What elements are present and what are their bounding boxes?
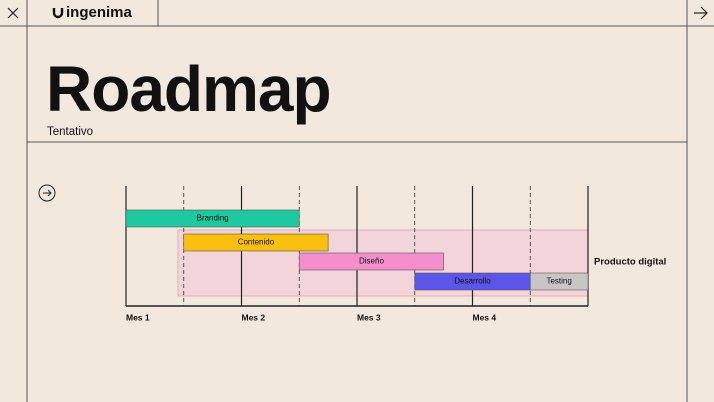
next-button[interactable] xyxy=(694,6,708,20)
task-bar xyxy=(529,272,589,291)
x-tick-label: Mes 1 xyxy=(126,312,150,322)
region-label: Producto digital xyxy=(594,257,666,268)
task-bar xyxy=(183,233,329,252)
x-tick-label: Mes 3 xyxy=(357,312,381,322)
task-label: Contenido xyxy=(238,238,275,247)
slide-subtitle: Tentativo xyxy=(47,126,93,138)
gantt-chart: Producto digital Mes 1 Mes 2 Mes 3 Mes 4 Bran… xyxy=(125,186,666,322)
task-bar xyxy=(298,252,444,271)
task-label: Desarrollo xyxy=(454,277,491,286)
task-label: Testing xyxy=(546,277,571,286)
x-tick-label: Mes 4 xyxy=(473,312,497,322)
task-label: Diseño xyxy=(359,257,384,266)
slide-title: Roadmap xyxy=(46,53,331,125)
x-tick-label: Mes 2 xyxy=(242,312,266,322)
logo-icon xyxy=(52,8,64,19)
logo-text: ingenima xyxy=(66,4,133,21)
close-button[interactable] xyxy=(7,7,19,19)
task-label: Branding xyxy=(197,214,229,223)
arrow-icon xyxy=(38,184,56,202)
task-bar xyxy=(125,209,300,228)
